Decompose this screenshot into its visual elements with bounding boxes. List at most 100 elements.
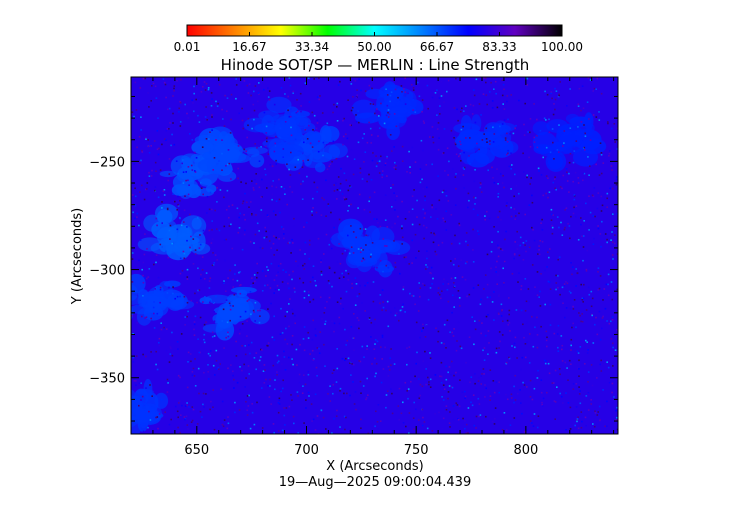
speckle (587, 349, 589, 351)
speckle (359, 360, 362, 363)
speckle (584, 132, 586, 135)
speckle (221, 400, 224, 403)
speckle (168, 423, 171, 426)
speckle (474, 169, 476, 171)
speckle (387, 375, 390, 377)
speckle (585, 270, 588, 272)
speckle (170, 144, 172, 147)
speckle (316, 96, 319, 98)
speckle (336, 106, 338, 108)
speckle (570, 262, 572, 264)
speckle (580, 320, 582, 323)
speckle (378, 115, 380, 117)
speckle (336, 301, 339, 303)
speckle (454, 277, 457, 279)
speckle (268, 90, 271, 92)
speckle (376, 266, 378, 269)
speckle (313, 78, 315, 80)
speckle (579, 390, 581, 392)
speckle (281, 281, 284, 283)
speckle (225, 164, 227, 167)
speckle (336, 102, 339, 105)
speckle (347, 189, 350, 192)
speckle (342, 307, 344, 310)
plot-frame (130, 76, 619, 435)
speckle (580, 223, 582, 226)
speckle (485, 138, 488, 140)
speckle (207, 87, 210, 89)
speckle (148, 268, 151, 270)
speckle (350, 124, 352, 127)
speckle (276, 354, 279, 357)
speckle (486, 283, 489, 286)
speckle (373, 191, 376, 194)
speckle (145, 137, 147, 139)
speckle (531, 398, 534, 401)
speckle (149, 419, 152, 421)
speckle (471, 113, 474, 115)
speckle (508, 165, 511, 168)
speckle (581, 298, 584, 301)
speckle (274, 142, 276, 145)
speckle (483, 77, 485, 79)
speckle (526, 321, 528, 324)
speckle (616, 329, 618, 331)
speckle (190, 408, 192, 410)
speckle (560, 299, 563, 301)
speckle (347, 279, 350, 281)
speckle (582, 238, 584, 241)
speckle (400, 309, 403, 311)
speckle (493, 423, 496, 425)
speckle (507, 324, 509, 326)
speckle (457, 418, 459, 420)
speckle (523, 384, 526, 386)
speckle (526, 429, 528, 432)
speckle (580, 109, 582, 112)
speckle (541, 229, 544, 231)
speckle (357, 319, 360, 322)
speckle (278, 198, 281, 201)
speckle (136, 146, 138, 149)
speckle (445, 347, 447, 349)
speckle (231, 247, 234, 250)
speckle (581, 320, 584, 323)
speckle (239, 328, 241, 331)
speckle (431, 126, 434, 128)
speckle (552, 113, 555, 116)
speckle (284, 369, 287, 371)
speckle (189, 133, 191, 135)
speckle (548, 256, 550, 259)
speckle (142, 295, 144, 297)
speckle (590, 305, 593, 308)
speckle (577, 182, 580, 184)
speckle (493, 391, 496, 394)
speckle (382, 301, 384, 303)
speckle (273, 235, 275, 237)
speckle (601, 317, 604, 319)
speckle (338, 243, 340, 245)
speckle (563, 142, 565, 144)
speckle (401, 160, 404, 162)
speckle (252, 282, 254, 284)
speckle (139, 87, 142, 89)
speckle (353, 158, 356, 160)
speckle (614, 234, 616, 236)
speckle (474, 121, 477, 124)
speckle (150, 351, 152, 353)
speckle (508, 313, 510, 316)
speckle (211, 98, 213, 100)
speckle (538, 296, 540, 298)
speckle (228, 205, 230, 208)
speckle (573, 194, 576, 196)
speckle (529, 131, 531, 134)
speckle (284, 121, 287, 123)
speckle (482, 93, 485, 95)
speckle (233, 283, 236, 285)
speckle (344, 359, 346, 361)
speckle (606, 320, 608, 322)
speckle (505, 429, 508, 431)
speckle (211, 114, 213, 116)
x-tick-label: 750 (404, 443, 429, 458)
speckle (376, 162, 379, 164)
speckle (263, 111, 266, 114)
